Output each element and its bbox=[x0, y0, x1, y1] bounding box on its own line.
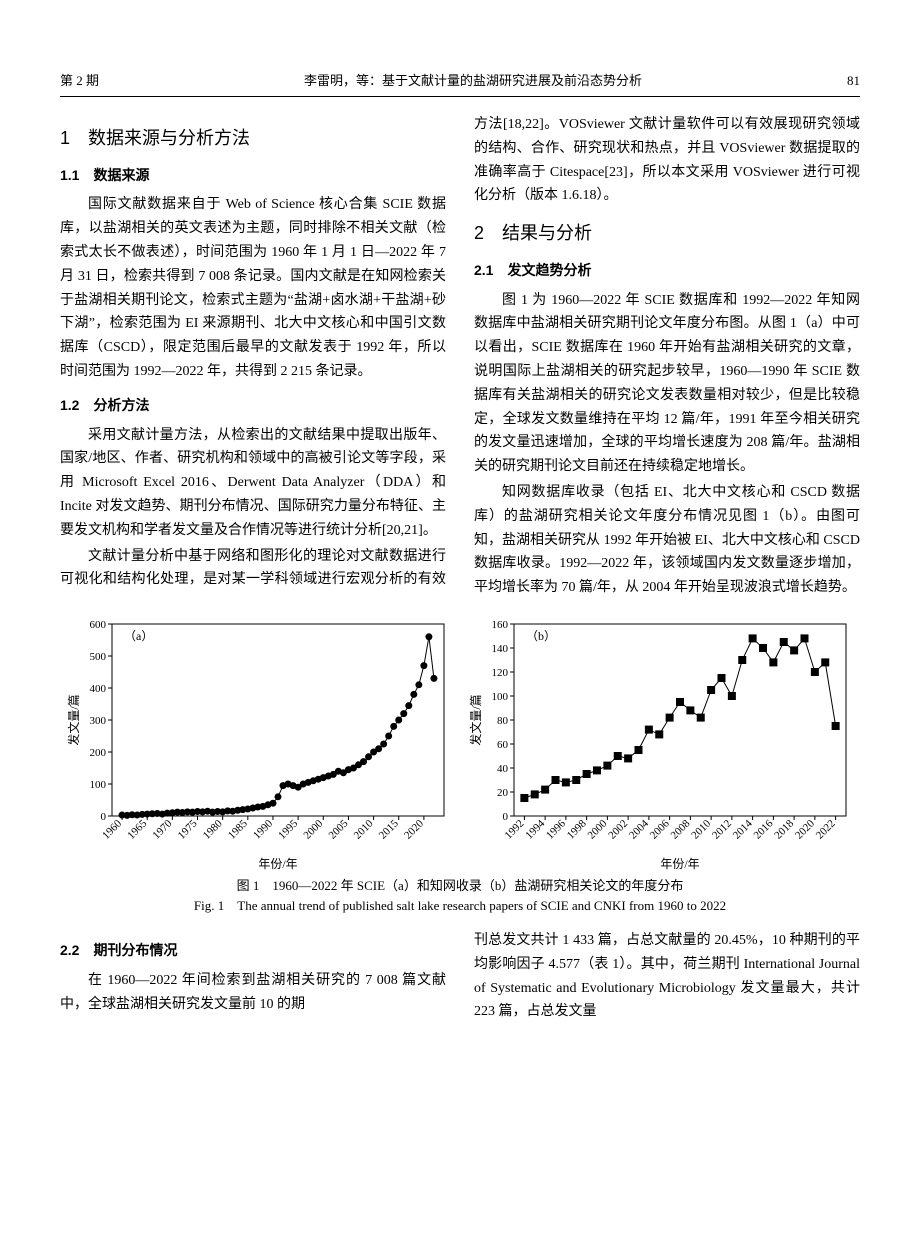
svg-text:2004: 2004 bbox=[627, 817, 651, 841]
svg-text:2015: 2015 bbox=[377, 817, 401, 841]
svg-text:160: 160 bbox=[492, 619, 509, 631]
svg-text:20: 20 bbox=[497, 787, 509, 799]
section-1-2-para1: 采用文献计量方法，从检索出的文献结果中提取出版年、国家/地区、作者、研究机构和领… bbox=[60, 424, 446, 543]
header-page-number: 81 bbox=[847, 70, 860, 92]
svg-text:（a）: （a） bbox=[124, 629, 153, 643]
svg-text:600: 600 bbox=[90, 619, 107, 631]
svg-text:1980: 1980 bbox=[201, 817, 225, 841]
svg-text:1996: 1996 bbox=[544, 817, 568, 841]
svg-text:2022: 2022 bbox=[814, 818, 838, 842]
svg-text:1985: 1985 bbox=[226, 817, 250, 841]
figure-1-caption: 图 1 1960—2022 年 SCIE（a）和知网收录（b）盐湖研究相关论文的… bbox=[60, 876, 860, 915]
svg-text:2018: 2018 bbox=[772, 817, 796, 841]
header-running-title: 李雷明，等：基于文献计量的盐湖研究进展及前沿态势分析 bbox=[304, 70, 642, 92]
svg-text:0: 0 bbox=[503, 811, 509, 823]
svg-text:2005: 2005 bbox=[327, 817, 351, 841]
header-issue: 第 2 期 bbox=[60, 70, 99, 92]
svg-text:2006: 2006 bbox=[648, 817, 672, 841]
svg-text:1990: 1990 bbox=[251, 817, 275, 841]
figure-1-caption-zh: 图 1 1960—2022 年 SCIE（a）和知网收录（b）盐湖研究相关论文的… bbox=[60, 876, 860, 896]
figure-1-chart-b: 0204060801001201401601992199419961998200… bbox=[466, 612, 856, 872]
svg-text:年份/年: 年份/年 bbox=[258, 857, 297, 871]
section-2-2-heading: 2.2 期刊分布情况 bbox=[60, 939, 446, 963]
section-2-heading: 2 结果与分析 bbox=[474, 218, 860, 249]
svg-text:1970: 1970 bbox=[150, 817, 174, 841]
svg-text:1975: 1975 bbox=[176, 817, 200, 841]
section-1-1-heading: 1.1 数据来源 bbox=[60, 164, 446, 188]
svg-text:发文量/篇: 发文量/篇 bbox=[468, 694, 483, 745]
figure-1-block: 0100200300400500600196019651970197519801… bbox=[60, 612, 860, 915]
svg-text:2008: 2008 bbox=[668, 817, 692, 841]
svg-text:200: 200 bbox=[90, 747, 107, 759]
main-text-columns-top: 1 数据来源与分析方法 1.1 数据来源 国际文献数据来自于 Web of Sc… bbox=[60, 113, 860, 600]
section-1-heading: 1 数据来源与分析方法 bbox=[60, 123, 446, 154]
svg-text:500: 500 bbox=[90, 651, 107, 663]
section-1-2-heading: 1.2 分析方法 bbox=[60, 394, 446, 418]
svg-text:2016: 2016 bbox=[751, 817, 775, 841]
svg-text:300: 300 bbox=[90, 715, 107, 727]
svg-text:2010: 2010 bbox=[689, 817, 713, 841]
svg-text:2012: 2012 bbox=[710, 818, 734, 842]
figure-1-charts-row: 0100200300400500600196019651970197519801… bbox=[60, 612, 860, 872]
svg-text:2010: 2010 bbox=[352, 817, 376, 841]
page-header: 第 2 期 李雷明，等：基于文献计量的盐湖研究进展及前沿态势分析 81 bbox=[60, 70, 860, 97]
svg-text:1995: 1995 bbox=[276, 817, 300, 841]
svg-text:60: 60 bbox=[497, 739, 509, 751]
svg-text:1998: 1998 bbox=[565, 817, 589, 841]
svg-text:100: 100 bbox=[90, 779, 107, 791]
svg-text:80: 80 bbox=[497, 715, 509, 727]
section-2-1-para1: 图 1 为 1960—2022 年 SCIE 数据库和 1992—2022 年知… bbox=[474, 289, 860, 479]
svg-text:2014: 2014 bbox=[731, 817, 755, 841]
svg-text:（b）: （b） bbox=[526, 629, 556, 643]
section-2-2-para-left: 在 1960—2022 年间检索到盐湖相关研究的 7 008 篇文献中，全球盐湖… bbox=[60, 969, 446, 1017]
svg-text:年份/年: 年份/年 bbox=[660, 857, 699, 871]
figure-1-caption-en: Fig. 1 The annual trend of published sal… bbox=[60, 896, 860, 916]
svg-text:1994: 1994 bbox=[523, 817, 547, 841]
svg-text:2020: 2020 bbox=[402, 817, 426, 841]
svg-text:40: 40 bbox=[497, 763, 509, 775]
svg-text:2002: 2002 bbox=[606, 818, 630, 842]
svg-text:400: 400 bbox=[90, 683, 107, 695]
svg-text:2020: 2020 bbox=[793, 817, 817, 841]
svg-text:2000: 2000 bbox=[585, 817, 609, 841]
svg-text:120: 120 bbox=[492, 667, 509, 679]
svg-text:140: 140 bbox=[492, 643, 509, 655]
section-2-2-para-right: 刊总发文共计 1 433 篇，占总文献量的 20.45%，10 种期刊的平均影响… bbox=[474, 929, 860, 1024]
svg-text:0: 0 bbox=[101, 811, 107, 823]
svg-text:2000: 2000 bbox=[301, 817, 325, 841]
section-2-1-para2: 知网数据库收录（包括 EI、北大中文核心和 CSCD 数据库）的盐湖研究相关论文… bbox=[474, 481, 860, 600]
section-2-1-heading: 2.1 发文趋势分析 bbox=[474, 259, 860, 283]
svg-text:100: 100 bbox=[492, 691, 509, 703]
svg-text:1965: 1965 bbox=[125, 817, 149, 841]
section-1-1-para: 国际文献数据来自于 Web of Science 核心合集 SCIE 数据库，以… bbox=[60, 193, 446, 383]
main-text-columns-bottom: 2.2 期刊分布情况 在 1960—2022 年间检索到盐湖相关研究的 7 00… bbox=[60, 929, 860, 1024]
svg-text:发文量/篇: 发文量/篇 bbox=[66, 694, 81, 745]
figure-1-chart-a: 0100200300400500600196019651970197519801… bbox=[64, 612, 454, 872]
